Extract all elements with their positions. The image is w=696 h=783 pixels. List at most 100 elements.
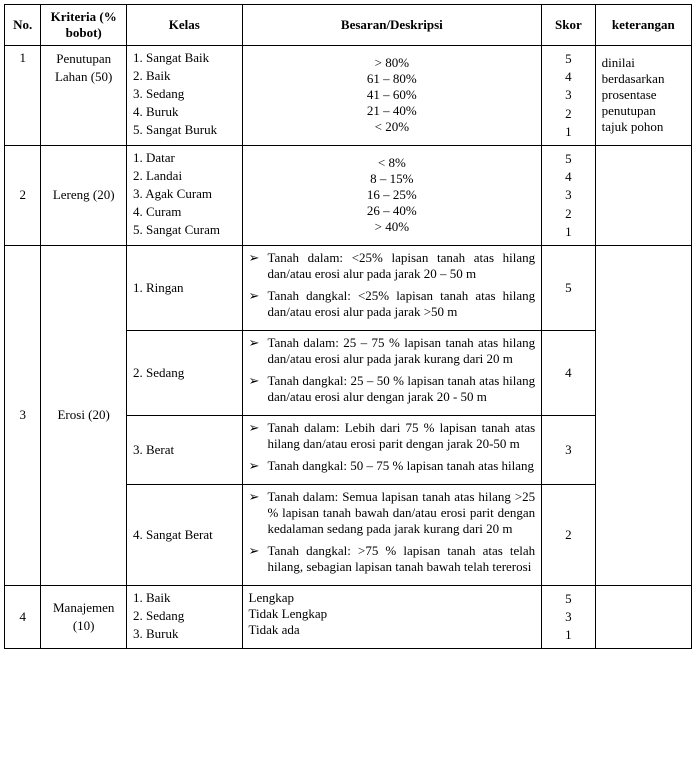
kelas-item: 2. Sedang: [133, 608, 236, 624]
cell-besaran: ➢ Tanah dalam: 25 – 75 % lapisan tanah at…: [242, 330, 542, 415]
cell-skor: 5 3 1: [542, 585, 596, 649]
header-kelas: Kelas: [126, 5, 242, 46]
bullet-text: Tanah dalam: Lebih dari 75 % lapisan tan…: [267, 420, 535, 452]
header-besaran: Besaran/Deskripsi: [242, 5, 542, 46]
besaran-line: 16 – 25%: [249, 187, 536, 203]
besaran-line: > 40%: [249, 219, 536, 235]
kelas-item: 3. Buruk: [133, 626, 236, 642]
cell-keterangan: [595, 245, 691, 585]
cell-skor: 5 4 3 2 1: [542, 145, 596, 245]
besaran-line: 8 – 15%: [249, 171, 536, 187]
kelas-item: 2. Landai: [133, 168, 236, 184]
bullet-arrow-icon: ➢: [249, 373, 260, 389]
cell-kriteria: Erosi (20): [41, 245, 127, 585]
bullet-text: Tanah dangkal: <25% lapisan tanah atas h…: [267, 288, 535, 320]
bullet-arrow-icon: ➢: [249, 458, 260, 474]
kelas-item: 5. Sangat Buruk: [133, 122, 236, 138]
cell-besaran: ➢ Tanah dalam: Semua lapisan tanah atas h…: [242, 484, 542, 585]
bullet-arrow-icon: ➢: [249, 250, 260, 266]
header-kriteria: Kriteria (% bobot): [41, 5, 127, 46]
skor-line: 1: [548, 626, 589, 644]
kelas-item: 3. Agak Curam: [133, 186, 236, 202]
cell-no: 4: [5, 585, 41, 649]
cell-skor: 3: [542, 415, 596, 484]
kelas-item: 1. Sangat Baik: [133, 50, 236, 66]
skor-line: 3: [548, 186, 589, 204]
besaran-line: < 20%: [249, 119, 536, 135]
cell-besaran: ➢ Tanah dalam: <25% lapisan tanah atas hi…: [242, 245, 542, 330]
skor-line: 3: [548, 608, 589, 626]
cell-skor: 5 4 3 2 1: [542, 46, 596, 146]
besaran-line: 21 – 40%: [249, 103, 536, 119]
cell-besaran: ➢ Tanah dalam: Lebih dari 75 % lapisan ta…: [242, 415, 542, 484]
cell-keterangan: [595, 145, 691, 245]
bullet-arrow-icon: ➢: [249, 288, 260, 304]
criteria-table: No. Kriteria (% bobot) Kelas Besaran/Des…: [4, 4, 692, 649]
skor-line: 1: [548, 123, 589, 141]
table-row: 4 Manajemen (10) 1. Baik 2. Sedang 3. Bu…: [5, 585, 692, 649]
cell-kelas: 1. Ringan: [126, 245, 242, 330]
header-keterangan: keterangan: [595, 5, 691, 46]
header-skor: Skor: [542, 5, 596, 46]
skor-line: 3: [548, 86, 589, 104]
skor-line: 5: [548, 50, 589, 68]
bullet-text: Tanah dangkal: 25 – 50 % lapisan tanah a…: [267, 373, 535, 405]
besaran-line: Tidak ada: [249, 622, 536, 638]
skor-line: 5: [548, 150, 589, 168]
cell-keterangan: dinilai berdasarkan prosentase penutupan…: [595, 46, 691, 146]
kelas-item: 5. Sangat Curam: [133, 222, 236, 238]
cell-no: 3: [5, 245, 41, 585]
cell-kelas: 1. Baik 2. Sedang 3. Buruk: [126, 585, 242, 649]
cell-besaran: < 8% 8 – 15% 16 – 25% 26 – 40% > 40%: [242, 145, 542, 245]
table-header-row: No. Kriteria (% bobot) Kelas Besaran/Des…: [5, 5, 692, 46]
kelas-item: 1. Datar: [133, 150, 236, 166]
kelas-item: 3. Sedang: [133, 86, 236, 102]
kelas-item: 4. Curam: [133, 204, 236, 220]
kelas-item: 4. Buruk: [133, 104, 236, 120]
bullet-arrow-icon: ➢: [249, 420, 260, 436]
skor-line: 5: [548, 590, 589, 608]
cell-kriteria: Lereng (20): [41, 145, 127, 245]
cell-besaran: Lengkap Tidak Lengkap Tidak ada: [242, 585, 542, 649]
skor-line: 4: [548, 168, 589, 186]
skor-line: 2: [548, 105, 589, 123]
table-row: 3 Erosi (20) 1. Ringan ➢Tanah dalam: <25…: [5, 245, 692, 330]
bullet-arrow-icon: ➢: [249, 335, 260, 351]
cell-kelas: 3. Berat: [126, 415, 242, 484]
skor-line: 2: [548, 205, 589, 223]
besaran-line: < 8%: [249, 155, 536, 171]
besaran-line: 61 – 80%: [249, 71, 536, 87]
cell-no: 2: [5, 145, 41, 245]
bullet-text: Tanah dalam: Semua lapisan tanah atas hi…: [267, 489, 535, 537]
besaran-line: Lengkap: [249, 590, 536, 606]
cell-besaran: > 80% 61 – 80% 41 – 60% 21 – 40% < 20%: [242, 46, 542, 146]
cell-skor: 2: [542, 484, 596, 585]
cell-keterangan: [595, 585, 691, 649]
cell-kelas: 4. Sangat Berat: [126, 484, 242, 585]
kelas-item: 1. Baik: [133, 590, 236, 606]
bullet-arrow-icon: ➢: [249, 489, 260, 505]
besaran-line: 26 – 40%: [249, 203, 536, 219]
cell-kelas: 1. Sangat Baik 2. Baik 3. Sedang 4. Buru…: [126, 46, 242, 146]
cell-skor: 4: [542, 330, 596, 415]
cell-kelas: 1. Datar 2. Landai 3. Agak Curam 4. Cura…: [126, 145, 242, 245]
header-no: No.: [5, 5, 41, 46]
bullet-arrow-icon: ➢: [249, 543, 260, 559]
skor-line: 4: [548, 68, 589, 86]
bullet-text: Tanah dangkal: >75 % lapisan tanah atas …: [267, 543, 535, 575]
cell-skor: 5: [542, 245, 596, 330]
table-row: 1 Penutupan Lahan (50) 1. Sangat Baik 2.…: [5, 46, 692, 146]
kelas-item: 2. Baik: [133, 68, 236, 84]
besaran-line: Tidak Lengkap: [249, 606, 536, 622]
bullet-text: Tanah dalam: 25 – 75 % lapisan tanah ata…: [267, 335, 535, 367]
cell-kelas: 2. Sedang: [126, 330, 242, 415]
table-row: 2 Lereng (20) 1. Datar 2. Landai 3. Agak…: [5, 145, 692, 245]
besaran-line: 41 – 60%: [249, 87, 536, 103]
bullet-text: Tanah dangkal: 50 – 75 % lapisan tanah a…: [267, 458, 535, 474]
skor-line: 1: [548, 223, 589, 241]
bullet-text: Tanah dalam: <25% lapisan tanah atas hil…: [267, 250, 535, 282]
cell-kriteria: Manajemen (10): [41, 585, 127, 649]
cell-no: 1: [5, 46, 41, 146]
besaran-line: > 80%: [249, 55, 536, 71]
cell-kriteria: Penutupan Lahan (50): [41, 46, 127, 146]
